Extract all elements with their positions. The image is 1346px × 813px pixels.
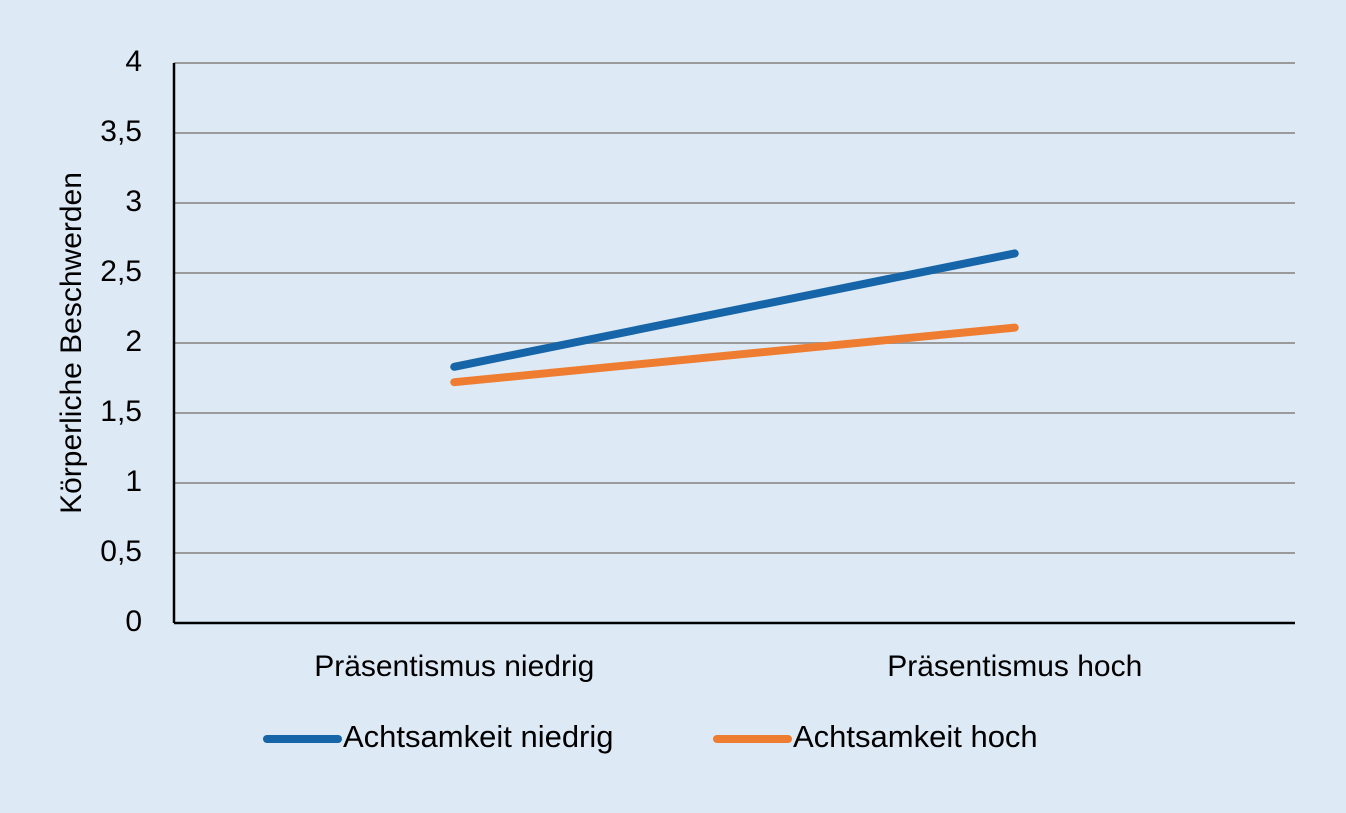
axes [172,63,1295,625]
series-lines [450,249,1019,387]
x-tick-label: Präsentismus hoch [887,650,1142,683]
y-tick-labels: 0 0,5 1 1,5 2 2,5 3 3,5 4 [100,45,142,638]
series-line [450,323,1019,387]
series-line [450,249,1019,371]
x-tick-labels: Präsentismus niedrig Präsentismus hoch [314,650,1142,683]
y-axis-title: Körperliche Beschwerden [55,172,88,514]
legend-label: Achtsamkeit hoch [793,719,1038,754]
y-tick-label: 2,5 [100,255,142,288]
y-tick-label: 1,5 [100,395,142,428]
y-tick-label: 3 [125,185,142,218]
gridlines [174,62,1295,554]
legend-label: Achtsamkeit niedrig [343,719,614,754]
y-tick-label: 2 [125,325,142,358]
y-tick-label: 0,5 [100,535,142,568]
y-tick-label: 4 [125,45,142,78]
y-tick-label: 1 [125,465,142,498]
legend: Achtsamkeit niedrig Achtsamkeit hoch [263,719,1038,754]
y-tick-label: 0 [125,605,142,638]
x-tick-label: Präsentismus niedrig [314,650,594,683]
y-tick-label: 3,5 [100,115,142,148]
